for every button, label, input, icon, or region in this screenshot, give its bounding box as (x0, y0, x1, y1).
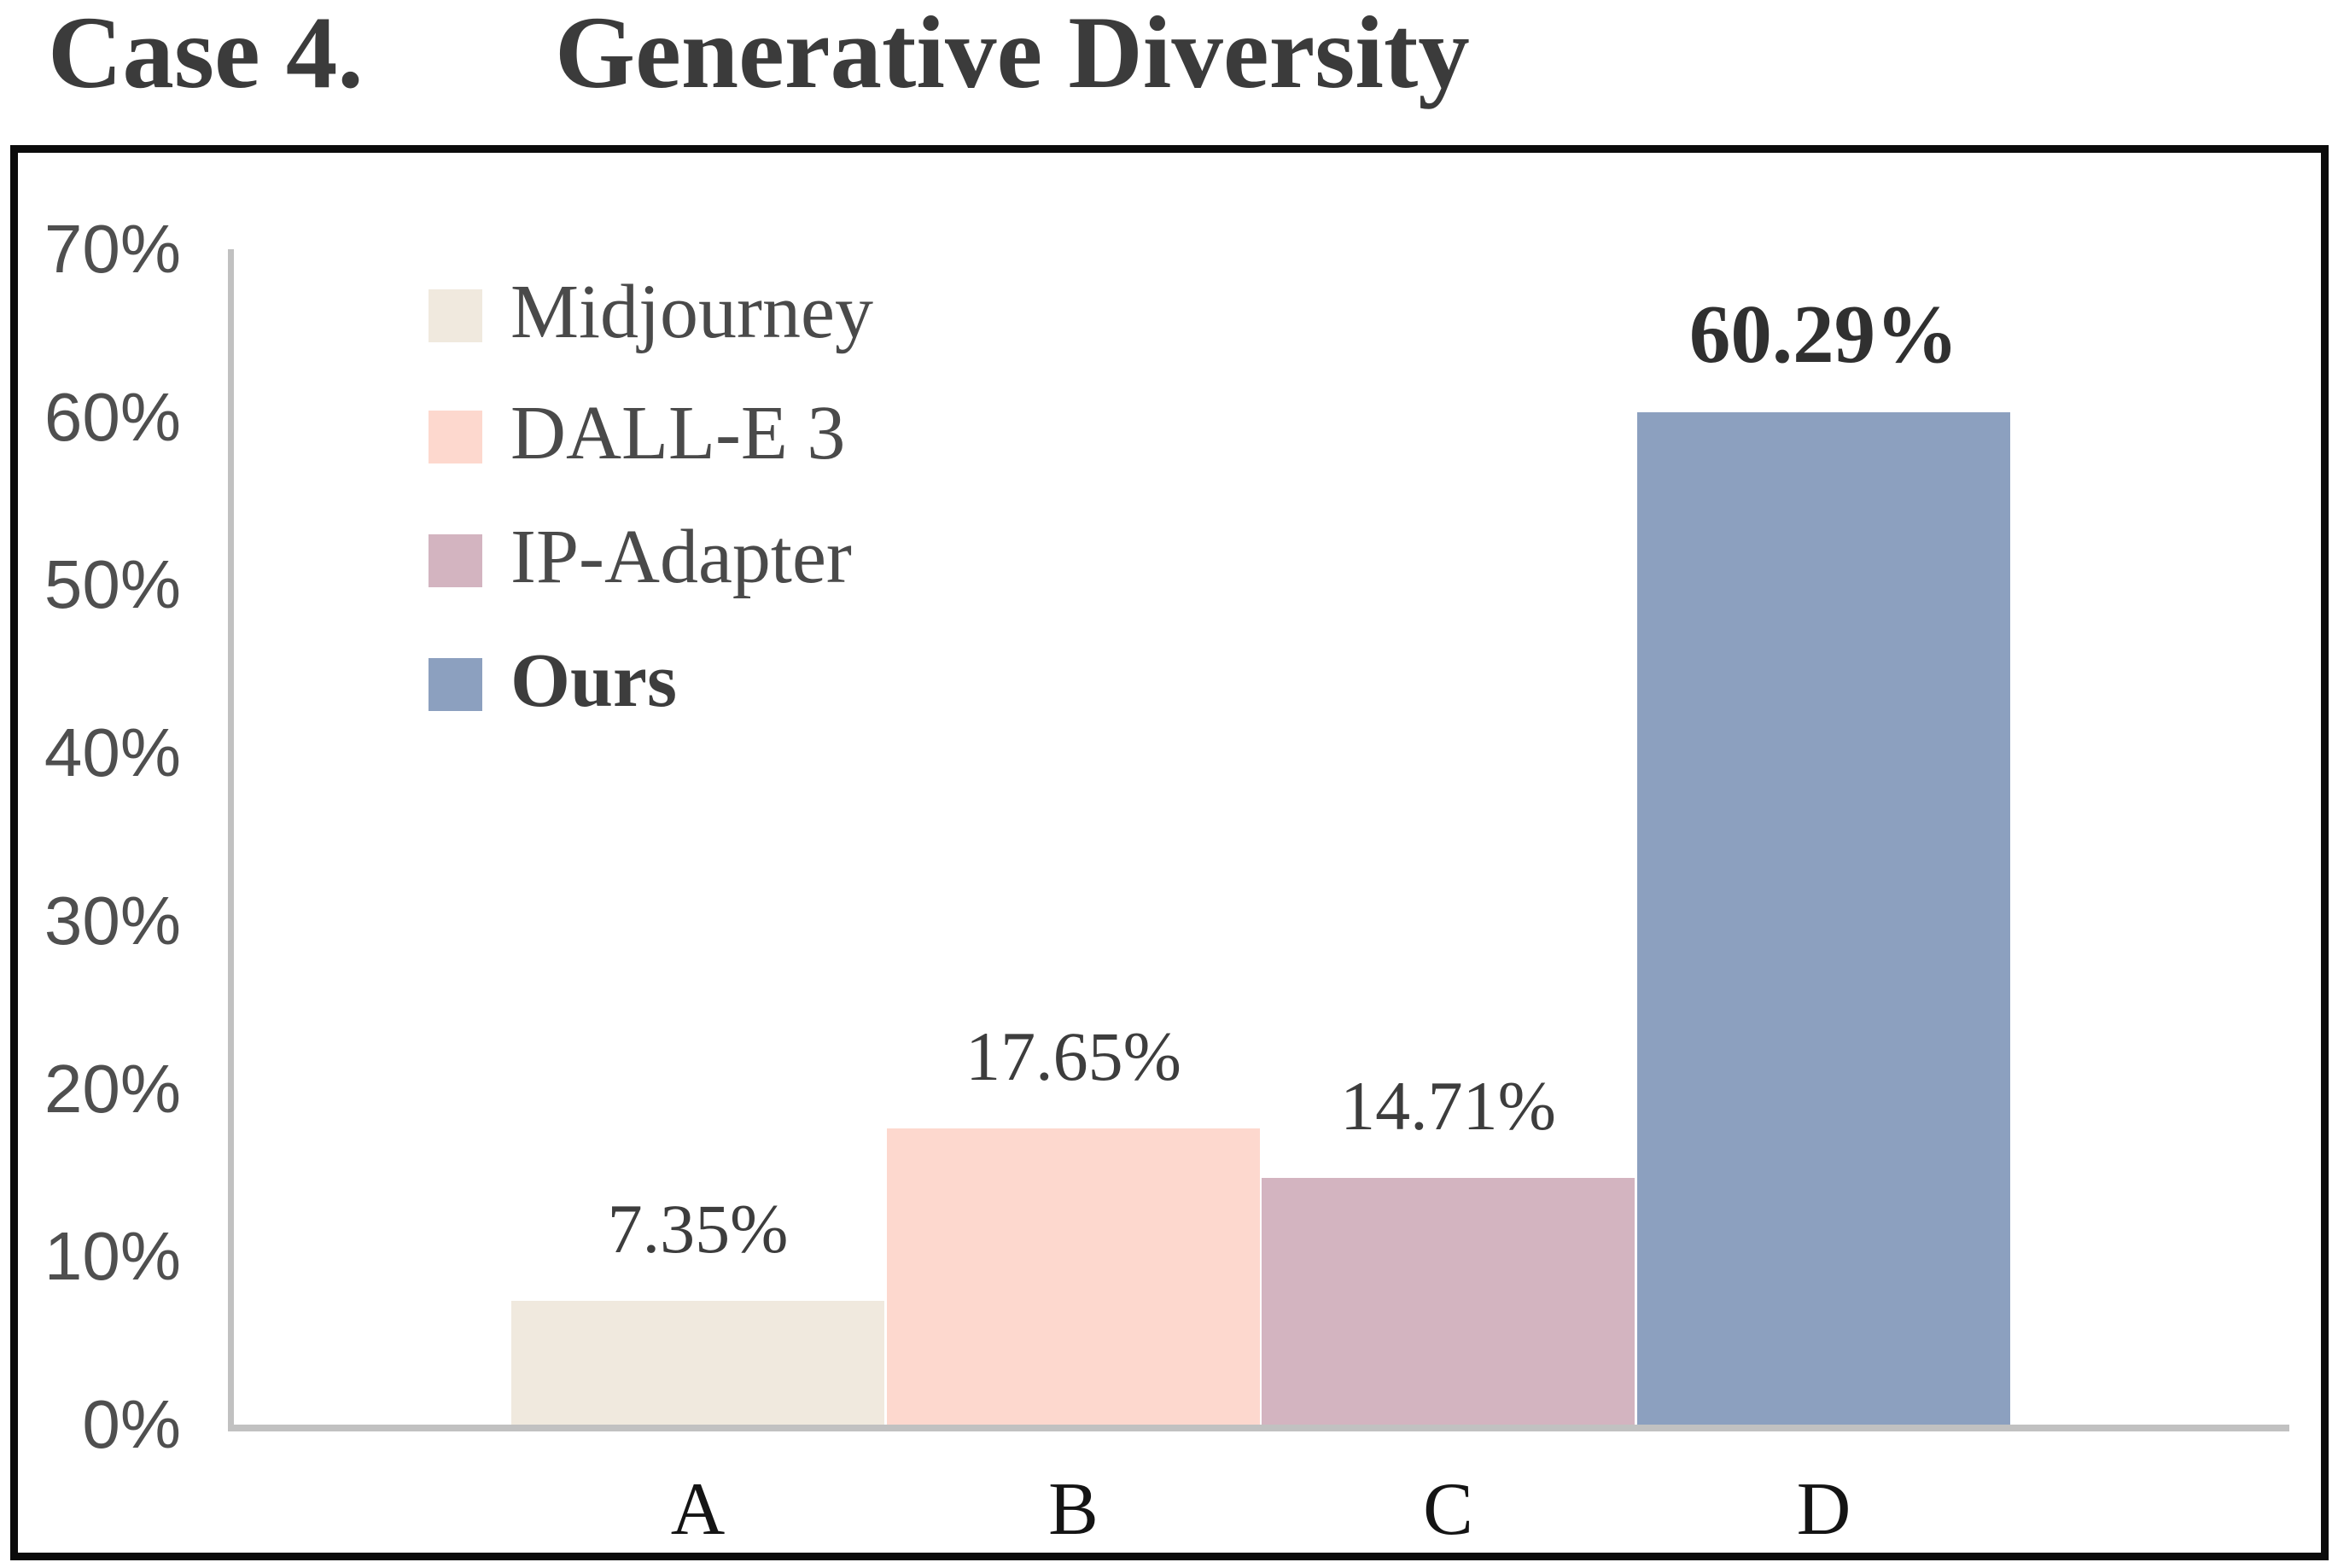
y-axis-tick-label: 40% (44, 714, 181, 791)
y-axis-tick-label: 60% (44, 378, 181, 455)
category-label-b: B (1048, 1468, 1099, 1551)
category-label-d: D (1796, 1468, 1851, 1551)
bar-value-label: 17.65% (965, 1017, 1181, 1095)
legend-swatch-4 (429, 658, 482, 711)
bar-a (511, 1301, 884, 1425)
y-axis-tick-label: 10% (44, 1218, 181, 1295)
bar-value-label: 7.35% (607, 1190, 789, 1268)
category-label-c: C (1423, 1468, 1473, 1551)
legend-swatch-1 (429, 289, 482, 342)
bar-value-label: 60.29% (1688, 289, 1959, 380)
legend-label-4: Ours (510, 638, 678, 723)
legend-swatch-3 (429, 534, 482, 587)
bar-d (1637, 412, 2010, 1425)
bar-b (887, 1128, 1260, 1425)
y-axis-tick-label: 20% (44, 1050, 181, 1127)
category-label-a: A (670, 1468, 726, 1551)
bar-value-label: 14.71% (1340, 1067, 1556, 1145)
y-axis-tick-label: 0% (82, 1386, 181, 1462)
y-axis-tick-label: 50% (44, 546, 181, 623)
y-axis-tick-label: 70% (44, 211, 181, 287)
x-axis-line (228, 1425, 2289, 1431)
bar-c (1262, 1178, 1635, 1425)
legend-label-1: Midjourney (510, 270, 873, 354)
legend-label-2: DALL-E 3 (510, 391, 846, 475)
page-title: Case 4. Generative Diversity (0, 0, 2338, 141)
y-axis-tick-label: 30% (44, 882, 181, 959)
title-main-text: Generative Diversity (555, 0, 1470, 110)
legend-swatch-2 (429, 411, 482, 463)
y-axis-line (228, 249, 234, 1431)
legend-label-3: IP-Adapter (510, 515, 852, 599)
title-case-label: Case 4. (48, 0, 364, 110)
